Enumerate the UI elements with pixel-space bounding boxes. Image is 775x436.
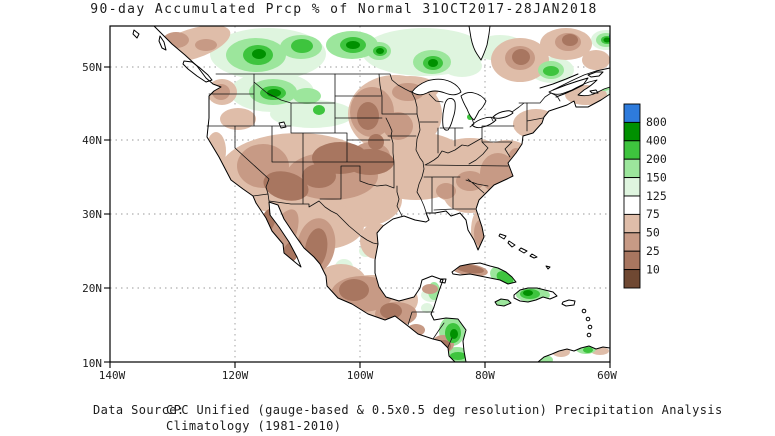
- legend-label-150: 150: [646, 170, 667, 184]
- lat-label-30n: 30N: [82, 208, 102, 221]
- lake-erie: [471, 116, 497, 129]
- legend-label-800: 800: [646, 115, 667, 129]
- legend-swatch-g200: [623, 140, 641, 160]
- legend-label-75: 75: [646, 207, 660, 221]
- south-america-coast: [537, 345, 611, 363]
- puerto-rico: [561, 299, 576, 307]
- lon-label-80w: 80W: [475, 369, 495, 382]
- map-title: 90-day Accumulated Prcp % of Normal 31OC…: [90, 2, 597, 17]
- legend-label-50: 50: [646, 226, 660, 240]
- axis-ticks: [104, 66, 611, 368]
- state-borders: [206, 73, 561, 348]
- data-source-line1: CPC Unified (gauge-based & 0.5x0.5 deg r…: [166, 403, 723, 417]
- cuba: [451, 262, 517, 285]
- footer: Data Source: CPC Unified (gauge-based & …: [93, 403, 723, 433]
- lon-label-140w: 140W: [99, 369, 126, 382]
- bahamas: [498, 233, 551, 270]
- borders-east: [410, 90, 544, 219]
- legend-swatch-blue: [623, 103, 641, 123]
- legend-swatch-b75: [623, 213, 641, 234]
- lat-label-40n: 40N: [82, 134, 102, 147]
- lat-label-20n: 20N: [82, 282, 102, 295]
- gulf-of-st-lawrence: [548, 67, 611, 97]
- legend-swatch-b25: [623, 250, 641, 271]
- data-source-label: Data Source:: [93, 403, 185, 417]
- legend-swatch-b50: [623, 232, 641, 252]
- isle-of-youth: [439, 278, 447, 284]
- axis-labels: 50N 40N 30N 20N 10N 140W 120W 100W 80W 6…: [82, 61, 617, 382]
- lake-ontario: [492, 110, 514, 119]
- anticosti-pei: [587, 71, 604, 94]
- lake-huron: [460, 91, 487, 121]
- mexico-border: [252, 193, 379, 245]
- lat-label-50n: 50N: [82, 61, 102, 74]
- jamaica: [494, 298, 512, 307]
- legend-label-200: 200: [646, 152, 667, 166]
- lon-label-60w: 60W: [597, 369, 617, 382]
- lake-michigan: [442, 97, 456, 131]
- legend-swatch-g125: [623, 177, 641, 197]
- lon-label-100w: 100W: [347, 369, 374, 382]
- borders-west: [206, 73, 439, 217]
- graticule: [110, 26, 610, 362]
- hispaniola: [513, 287, 558, 303]
- legend-swatch-white: [623, 195, 641, 215]
- legend-label-10: 10: [646, 262, 660, 276]
- pacific-islands: [132, 29, 167, 51]
- legend-label-400: 400: [646, 134, 667, 148]
- st-lawrence-river: [539, 73, 589, 98]
- canada-border: [215, 73, 561, 128]
- legend-label-25: 25: [646, 244, 660, 258]
- lon-label-120w: 120W: [222, 369, 249, 382]
- data-source-line2: Climatology (1981-2010): [166, 419, 341, 433]
- central-america-borders: [407, 311, 453, 348]
- vancouver-island: [182, 60, 213, 83]
- legend-swatch-g400: [623, 121, 641, 142]
- legend-label-125: 125: [646, 189, 667, 203]
- james-bay: [468, 25, 491, 61]
- legend-swatch-b10: [623, 269, 641, 289]
- lat-label-10n: 10N: [82, 357, 102, 370]
- color-legend: 800 400 200 150 125 75 50 25 10: [623, 103, 667, 289]
- lake-superior: [411, 78, 462, 96]
- legend-swatch-g150: [623, 158, 641, 179]
